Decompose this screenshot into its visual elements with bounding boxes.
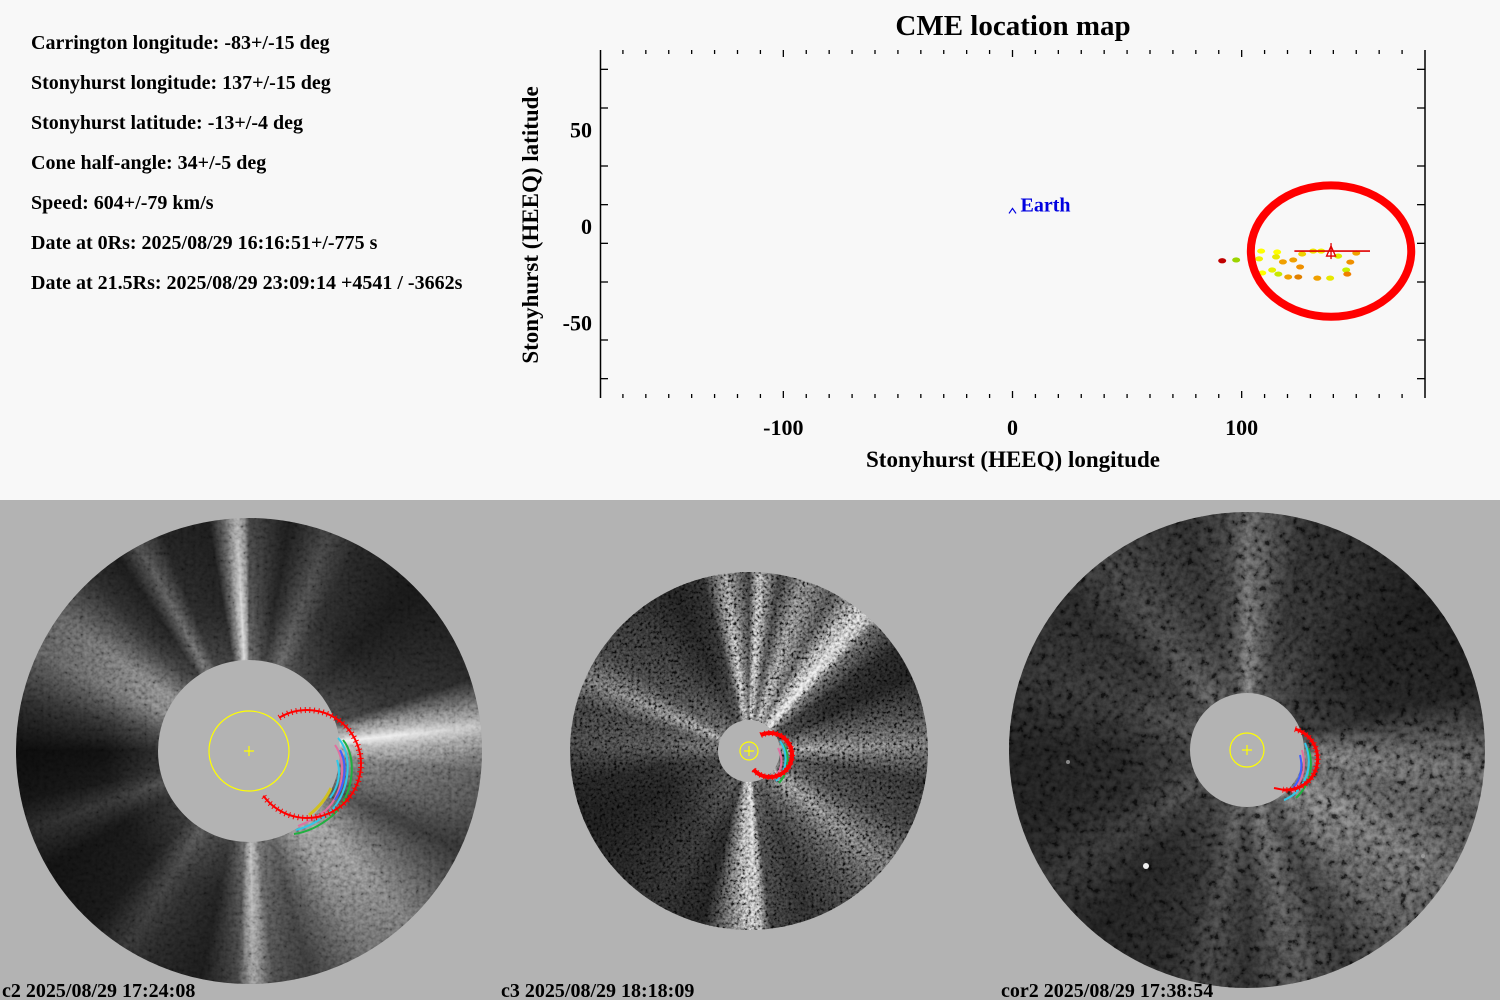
y-tick-label: 50 bbox=[570, 117, 592, 142]
cme-detection-point bbox=[1272, 254, 1281, 260]
axis-tick-labels: -100 0 100 50 0 -50 bbox=[563, 117, 1258, 440]
chart-title: CME location map bbox=[895, 10, 1130, 42]
observation-date: 2025/08/29 bbox=[25, 980, 118, 1000]
y-axis-title: Stonyhurst (HEEQ) latitude bbox=[518, 86, 543, 363]
param-value: 2025/08/29 16:16:51+/-775 s bbox=[141, 232, 378, 254]
param-label: Carrington longitude: bbox=[31, 32, 220, 54]
param-label: Stonyhurst longitude: bbox=[31, 72, 218, 94]
date-at-21-5rs: Date at 21.5Rs: 2025/08/29 23:09:14 +454… bbox=[31, 263, 462, 303]
coronagraph-panel: c2 2025/08/29 17:24:08 c3 2025/08/29 18:… bbox=[0, 500, 1500, 1000]
c3-cme-front-arc bbox=[751, 730, 796, 781]
date-at-0rs: Date at 0Rs: 2025/08/29 16:16:51+/-775 s bbox=[31, 223, 462, 263]
param-value: 137+/-15 deg bbox=[222, 72, 331, 94]
observation-date: 2025/08/29 bbox=[1043, 980, 1135, 1000]
param-label: Speed: bbox=[31, 192, 89, 214]
cme-detection-point bbox=[1257, 248, 1266, 254]
cme-detection-point bbox=[1284, 274, 1293, 280]
cme-detection-point bbox=[1313, 275, 1322, 281]
observation-time: 17:38:54 bbox=[1139, 980, 1214, 1000]
y-tick-label: -50 bbox=[563, 311, 592, 336]
star bbox=[1066, 760, 1070, 764]
earth-marker bbox=[1008, 207, 1017, 214]
param-value: -13+/-4 deg bbox=[207, 112, 303, 134]
cme-detection-point bbox=[1343, 271, 1352, 277]
plot-marks: Earth bbox=[1008, 181, 1416, 321]
coronagraph-overlays bbox=[16, 512, 1485, 988]
x-tick-label: 0 bbox=[1007, 415, 1018, 440]
earth-label: Earth bbox=[1021, 194, 1071, 216]
param-value: 604+/-79 km/s bbox=[93, 192, 214, 214]
stonyhurst-longitude: Stonyhurst longitude: 137+/-15 deg bbox=[31, 63, 462, 103]
cone-half-angle: Cone half-angle: 34+/-5 deg bbox=[31, 143, 462, 183]
x-tick-label: 100 bbox=[1225, 415, 1258, 440]
cme-parameters: Carrington longitude: -83+/-15 deg Stony… bbox=[31, 23, 462, 303]
param-value: 2025/08/29 23:09:14 +4541 / -3662s bbox=[166, 272, 463, 294]
c2-cme-front-arc bbox=[260, 707, 364, 821]
cme-detection-point bbox=[1273, 249, 1282, 255]
speed: Speed: 604+/-79 km/s bbox=[31, 183, 462, 223]
observation-time: 18:18:09 bbox=[621, 980, 695, 1000]
cme-location-map: CME location map -100 0 100 50 0 -50 Stonyhur… bbox=[518, 10, 1426, 472]
observation-time: 17:24:08 bbox=[122, 980, 196, 1000]
cme-detection-point bbox=[1326, 275, 1335, 281]
x-tick-label: -100 bbox=[763, 415, 803, 440]
c3-sun-outline bbox=[739, 741, 759, 761]
param-label: Stonyhurst latitude: bbox=[31, 112, 203, 134]
cme-detection-point bbox=[1334, 253, 1343, 259]
axis-ticks bbox=[600, 50, 1425, 398]
star bbox=[1421, 854, 1425, 858]
cme-detection-point bbox=[1255, 256, 1264, 262]
param-value: 34+/-5 deg bbox=[177, 152, 267, 174]
x-axis-title: Stonyhurst (HEEQ) longitude bbox=[866, 447, 1160, 472]
c2-panel-label: c2 2025/08/29 17:24:08 bbox=[2, 981, 195, 1000]
cme-cone-outline bbox=[1246, 181, 1416, 321]
cme-detection-point bbox=[1289, 257, 1298, 263]
param-label: Date at 0Rs: bbox=[31, 232, 137, 254]
cme-detection-point bbox=[1342, 267, 1351, 273]
cme-detection-point bbox=[1346, 259, 1355, 265]
cor2-sun-outline bbox=[1229, 732, 1265, 768]
instrument-name: c3 bbox=[501, 980, 520, 1000]
cme-detection-point bbox=[1268, 267, 1277, 273]
cme-detection-point bbox=[1278, 259, 1287, 265]
cme-detection-point bbox=[1218, 258, 1227, 264]
observation-date: 2025/08/29 bbox=[524, 980, 617, 1000]
instrument-name: cor2 bbox=[1001, 980, 1039, 1000]
c3-panel-label: c3 2025/08/29 18:18:09 bbox=[501, 981, 694, 1000]
param-value: -83+/-15 deg bbox=[224, 32, 330, 54]
param-label: Date at 21.5Rs: bbox=[31, 272, 162, 294]
instrument-name: c2 bbox=[2, 980, 21, 1000]
cme-detection-point bbox=[1298, 251, 1307, 257]
stonyhurst-latitude: Stonyhurst latitude: -13+/-4 deg bbox=[31, 103, 462, 143]
cme-detection-point bbox=[1274, 271, 1283, 277]
cor2-cme-front-arc bbox=[1273, 726, 1321, 793]
y-tick-label: 0 bbox=[581, 214, 592, 239]
cme-detection-point bbox=[1258, 270, 1267, 276]
cme-detection-point bbox=[1294, 274, 1303, 280]
cme-detection-point bbox=[1232, 257, 1241, 263]
carrington-longitude: Carrington longitude: -83+/-15 deg bbox=[31, 23, 462, 63]
c2-sun-outline bbox=[208, 710, 290, 792]
cor2-panel-label: cor2 2025/08/29 17:38:54 bbox=[1001, 981, 1213, 1000]
cme-detection-point bbox=[1296, 264, 1305, 270]
star bbox=[1143, 863, 1149, 869]
param-label: Cone half-angle: bbox=[31, 152, 173, 174]
